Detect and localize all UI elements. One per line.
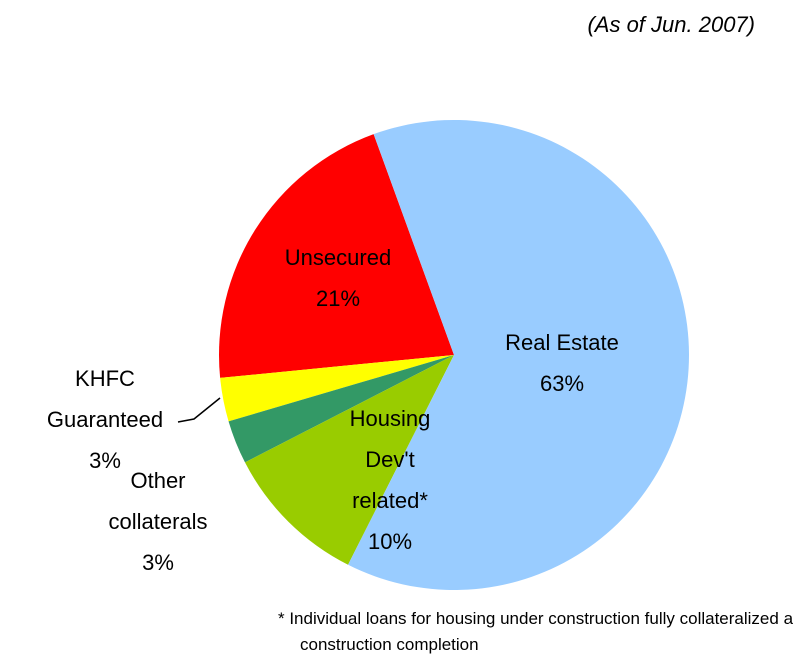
category-label: Housing Dev't related* — [349, 406, 431, 513]
slice-label: Other collaterals 3% — [93, 460, 223, 583]
pie-slice — [220, 355, 454, 422]
slice-label: Real Estate 63% — [462, 322, 662, 404]
value-label: 3% — [142, 550, 174, 575]
value-label: 10% — [367, 529, 413, 554]
value-label: 21% — [315, 286, 361, 311]
slice-label: Unsecured 21% — [238, 237, 438, 319]
category-label: Other collaterals — [108, 468, 208, 534]
leader-line — [177, 397, 221, 423]
slice-label: Housing Dev't related* 10% — [335, 398, 445, 562]
slice-label: KHFC Guaranteed 3% — [40, 358, 170, 481]
category-label: Unsecured — [284, 245, 392, 270]
subtitle: (As of Jun. 2007) — [587, 12, 755, 37]
pie-slice — [219, 134, 454, 378]
category-label: KHFC Guaranteed — [46, 366, 164, 432]
pie-slice — [228, 355, 454, 463]
pie-slice — [348, 120, 689, 590]
value-label: 63% — [539, 371, 585, 396]
footnote: * Individual loans for housing under con… — [278, 609, 793, 654]
category-label: Real Estate — [505, 330, 619, 355]
value-label: 3% — [89, 448, 121, 473]
pie-slice — [244, 355, 454, 565]
